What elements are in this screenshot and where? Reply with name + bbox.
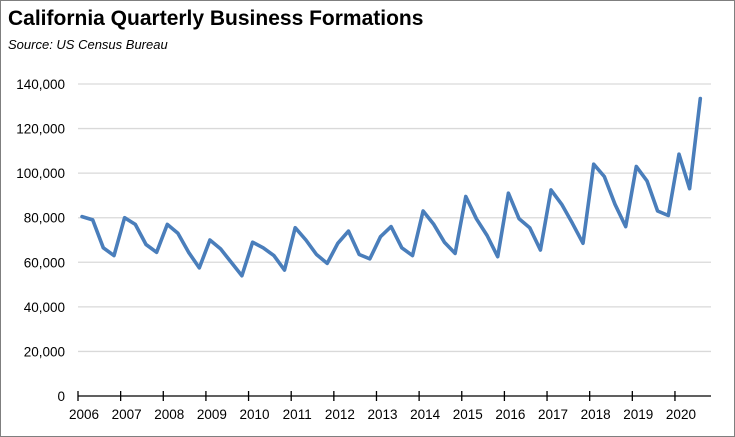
series-line — [80, 96, 703, 278]
x-tick-label: 2013 — [367, 407, 397, 422]
y-tick-label: 60,000 — [24, 255, 65, 270]
y-tick-label: 80,000 — [24, 211, 65, 226]
chart-subtitle: Source: US Census Bureau — [8, 37, 168, 52]
x-tick-label: 2014 — [410, 407, 441, 422]
x-tick-label: 2007 — [112, 407, 142, 422]
x-tick-label: 2008 — [154, 407, 184, 422]
x-tick-label: 2015 — [453, 407, 483, 422]
y-tick-label: 40,000 — [24, 300, 65, 315]
y-tick-label: 140,000 — [16, 77, 65, 92]
x-tick-label: 2017 — [538, 407, 568, 422]
x-tick-label: 2010 — [240, 407, 270, 422]
x-tick-label: 2006 — [69, 407, 99, 422]
chart-title: California Quarterly Business Formations — [8, 7, 424, 30]
x-tick-label: 2020 — [666, 407, 696, 422]
y-tick-label: 100,000 — [16, 166, 65, 181]
x-tick-label: 2011 — [283, 407, 312, 422]
x-tick-label: 2009 — [197, 407, 227, 422]
x-tick-label: 2016 — [495, 407, 525, 422]
x-tick-label: 2018 — [581, 407, 611, 422]
y-tick-label: 20,000 — [24, 344, 65, 359]
x-tick-label: 2019 — [623, 407, 653, 422]
y-tick-label: 120,000 — [16, 122, 65, 137]
x-tick-label: 2012 — [325, 407, 355, 422]
y-tick-label: 0 — [57, 389, 65, 404]
